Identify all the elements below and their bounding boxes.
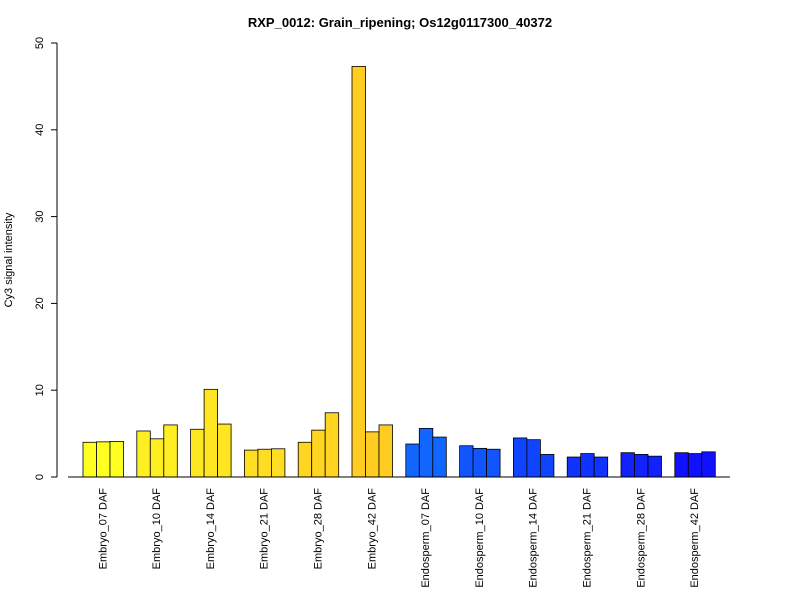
bar <box>540 454 555 478</box>
x-axis-labels: Embryo_07 DAF Embryo_10 DAF Embryo_14 DAF E… <box>97 488 701 588</box>
y-tick-label: 50 <box>34 37 46 49</box>
y-axis-label: Cy3 signal intensity <box>3 212 15 307</box>
x-tick-label: Embryo_10 DAF <box>151 488 163 570</box>
bar <box>513 437 528 478</box>
bar <box>96 441 111 478</box>
y-tick-label: 40 <box>34 124 46 136</box>
bar <box>647 455 662 478</box>
bar <box>593 456 609 478</box>
y-tick-label: 0 <box>34 474 46 480</box>
bar <box>701 451 716 478</box>
x-tick-label: Embryo_07 DAF <box>97 488 109 570</box>
bar <box>432 436 447 478</box>
bar <box>405 443 420 478</box>
bar <box>82 441 97 478</box>
x-tick-label: Endosperm_10 DAF <box>474 488 486 588</box>
bar <box>486 448 501 478</box>
bar <box>459 445 474 478</box>
bar <box>190 428 205 478</box>
bar <box>257 448 272 478</box>
bar <box>634 454 649 478</box>
x-tick-label: Embryo_21 DAF <box>259 488 271 570</box>
bar <box>365 431 380 478</box>
bar <box>418 427 434 478</box>
x-tick-label: Endosperm_07 DAF <box>420 488 432 588</box>
bar <box>217 423 232 478</box>
bar <box>311 429 326 478</box>
chart-title: RXP_0012: Grain_ripening; Os12g0117300_4… <box>248 15 552 30</box>
bar <box>580 453 595 478</box>
bar <box>297 441 313 478</box>
bar <box>472 447 488 478</box>
bars <box>82 66 716 478</box>
y-axis: 0 10 20 30 40 50 <box>34 37 58 480</box>
bar <box>324 412 340 478</box>
bar <box>149 438 165 478</box>
bar <box>351 66 366 478</box>
bar <box>566 456 582 478</box>
x-tick-label: Endosperm_42 DAF <box>689 488 701 588</box>
y-tick-label: 30 <box>34 210 46 222</box>
y-tick-label: 10 <box>34 384 46 396</box>
bar <box>270 448 286 478</box>
y-tick-label: 20 <box>34 297 46 309</box>
bar <box>687 453 703 478</box>
bar <box>674 452 689 478</box>
bar <box>109 441 124 478</box>
x-tick-label: Embryo_28 DAF <box>312 488 324 570</box>
bar <box>526 439 541 478</box>
x-tick-label: Endosperm_21 DAF <box>581 488 593 588</box>
x-tick-label: Embryo_14 DAF <box>205 488 217 570</box>
bar <box>203 388 219 478</box>
x-tick-label: Endosperm_14 DAF <box>528 488 540 588</box>
bar <box>136 430 151 478</box>
x-tick-label: Embryo_42 DAF <box>366 488 378 570</box>
bar <box>243 449 259 478</box>
bar <box>620 452 635 478</box>
bar <box>378 424 393 478</box>
bar <box>163 424 178 478</box>
x-tick-label: Endosperm_28 DAF <box>635 488 647 588</box>
